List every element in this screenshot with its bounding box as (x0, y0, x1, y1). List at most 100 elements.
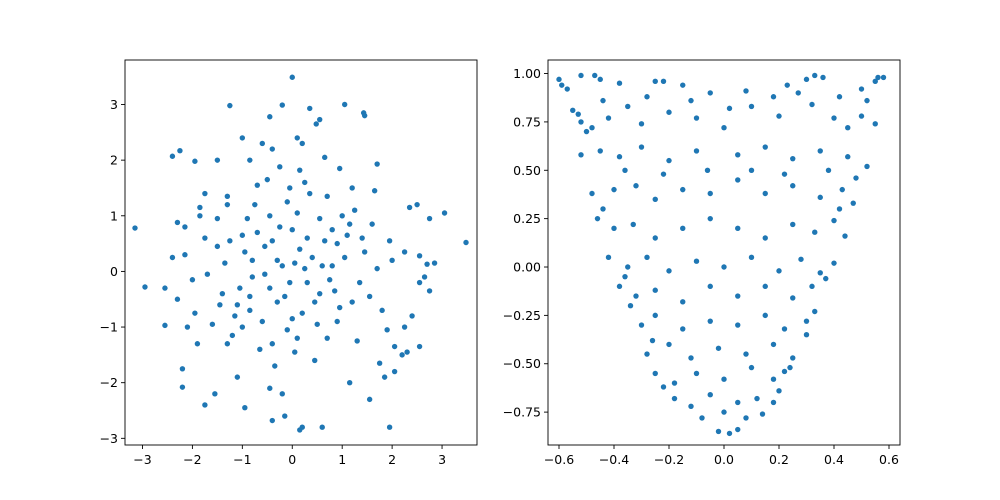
data-point (622, 273, 628, 280)
data-point (735, 426, 741, 433)
data-point (578, 119, 584, 125)
data-point (441, 210, 448, 216)
data-point (416, 253, 423, 259)
data-point (776, 388, 782, 394)
data-point (600, 206, 606, 212)
data-point (277, 224, 283, 230)
data-point (254, 182, 261, 188)
data-point (845, 125, 851, 131)
data-point (401, 324, 408, 330)
data-point (726, 105, 733, 112)
data-point (798, 256, 804, 262)
data-point (351, 207, 358, 213)
data-point (660, 384, 667, 390)
data-point (633, 183, 639, 189)
data-point (386, 424, 393, 430)
data-point (184, 324, 191, 330)
data-point (132, 225, 138, 231)
data-point (762, 312, 768, 319)
data-point (748, 254, 755, 261)
data-point (680, 225, 686, 232)
data-point (660, 171, 667, 177)
data-point (239, 324, 246, 330)
data-point (589, 125, 595, 131)
data-point (239, 232, 246, 238)
data-point (743, 351, 749, 357)
data-point (721, 376, 727, 382)
data-point (304, 279, 310, 286)
data-point (269, 341, 275, 347)
data-point (735, 322, 741, 328)
data-point (748, 167, 755, 173)
data-point (169, 254, 176, 261)
data-point (224, 193, 231, 200)
data-point (748, 103, 755, 110)
data-point (660, 78, 667, 84)
data-point (754, 395, 760, 402)
data-point (381, 374, 388, 380)
data-point (297, 246, 303, 252)
data-point (597, 76, 603, 83)
data-point (274, 299, 280, 305)
data-point (344, 232, 350, 238)
x-tick-label: −3 (133, 452, 151, 467)
data-point (842, 233, 848, 239)
data-point (784, 82, 790, 88)
data-point (222, 260, 228, 266)
data-point (182, 252, 188, 258)
data-point (616, 80, 623, 86)
data-point (836, 206, 843, 212)
data-point (179, 384, 186, 390)
data-point (409, 313, 415, 319)
data-point (652, 235, 658, 241)
data-point (297, 427, 303, 433)
data-point (369, 221, 375, 227)
data-point (224, 341, 231, 347)
y-tick-label: −1 (100, 320, 118, 335)
data-point (770, 341, 777, 348)
data-point (329, 226, 335, 233)
data-point (332, 288, 338, 294)
data-point (386, 238, 393, 244)
x-tick-label: 2 (388, 452, 396, 467)
data-point (809, 283, 815, 290)
data-point (622, 167, 628, 173)
data-point (324, 193, 330, 200)
data-point (416, 343, 423, 350)
data-point (583, 128, 590, 135)
data-point (864, 163, 870, 170)
data-point (346, 221, 353, 227)
data-point (776, 113, 782, 119)
data-point (329, 263, 335, 269)
data-point (831, 115, 837, 121)
data-point (831, 217, 837, 224)
data-point (416, 279, 423, 286)
data-point (374, 265, 380, 272)
data-point (781, 368, 788, 375)
data-point (812, 229, 818, 235)
y-tick-label: 0.00 (513, 260, 541, 275)
data-point (262, 243, 268, 250)
data-point (299, 310, 305, 316)
data-point (299, 140, 305, 147)
data-point (282, 413, 288, 419)
data-point (693, 258, 700, 264)
data-point (212, 391, 218, 397)
data-point (431, 260, 438, 266)
data-point (633, 293, 639, 299)
data-point (556, 76, 562, 83)
data-point (294, 135, 300, 141)
right-plot-frame (547, 59, 901, 446)
data-point (209, 321, 216, 327)
data-point (274, 257, 280, 263)
data-point (707, 90, 713, 96)
data-point (762, 190, 768, 197)
left-scatter-subplot: −3 −2 −1 0 1 2 3 −3 −2 −1 0 1 2 3 (100, 59, 478, 467)
data-point (267, 285, 273, 291)
data-point (424, 261, 430, 267)
data-point (748, 364, 755, 371)
data-point (349, 299, 355, 305)
y-tick-label: −2 (100, 375, 118, 390)
data-point (839, 186, 845, 193)
data-point (812, 308, 818, 315)
